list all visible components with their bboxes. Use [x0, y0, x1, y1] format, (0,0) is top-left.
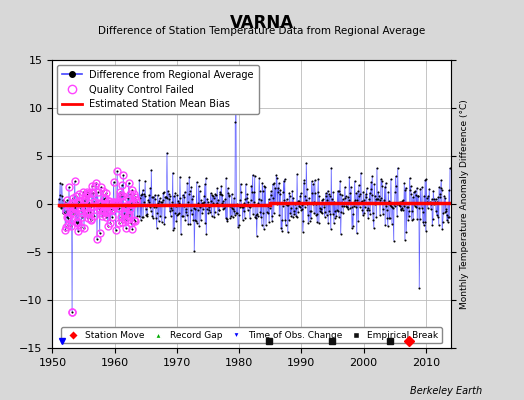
Legend: Station Move, Record Gap, Time of Obs. Change, Empirical Break: Station Move, Record Gap, Time of Obs. C… — [61, 327, 442, 344]
Text: VARNA: VARNA — [230, 14, 294, 32]
Text: Difference of Station Temperature Data from Regional Average: Difference of Station Temperature Data f… — [99, 26, 425, 36]
Text: Berkeley Earth: Berkeley Earth — [410, 386, 482, 396]
Y-axis label: Monthly Temperature Anomaly Difference (°C): Monthly Temperature Anomaly Difference (… — [460, 99, 468, 309]
